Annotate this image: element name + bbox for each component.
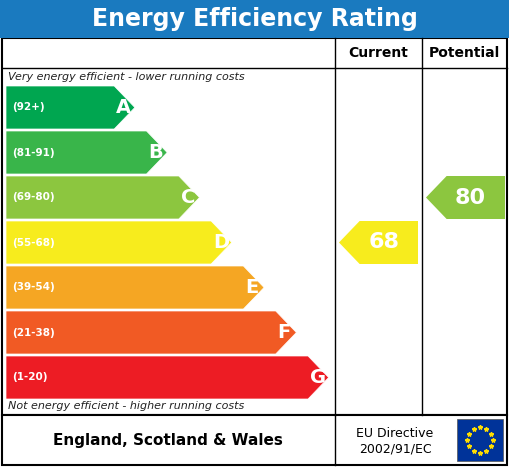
Text: (1-20): (1-20) bbox=[12, 373, 47, 382]
Text: 68: 68 bbox=[368, 233, 399, 253]
Text: 80: 80 bbox=[455, 187, 486, 207]
Text: C: C bbox=[181, 188, 195, 207]
Text: EU Directive
2002/91/EC: EU Directive 2002/91/EC bbox=[356, 427, 434, 455]
Text: B: B bbox=[149, 143, 163, 162]
Text: (21-38): (21-38) bbox=[12, 327, 55, 338]
Polygon shape bbox=[426, 176, 505, 219]
Bar bbox=[2, 415, 507, 465]
Text: G: G bbox=[310, 368, 326, 387]
Text: A: A bbox=[116, 98, 131, 117]
Polygon shape bbox=[6, 176, 200, 219]
Bar bbox=[457, 419, 503, 461]
Text: Current: Current bbox=[349, 46, 408, 60]
Bar bbox=[2, 38, 507, 415]
Text: Energy Efficiency Rating: Energy Efficiency Rating bbox=[92, 7, 417, 31]
Text: (81-91): (81-91) bbox=[12, 148, 54, 157]
Text: F: F bbox=[278, 323, 291, 342]
Polygon shape bbox=[6, 221, 232, 264]
Polygon shape bbox=[6, 86, 135, 129]
Bar bbox=[0, 0, 509, 38]
Text: Very energy efficient - lower running costs: Very energy efficient - lower running co… bbox=[8, 72, 245, 82]
Text: England, Scotland & Wales: England, Scotland & Wales bbox=[52, 433, 282, 448]
Polygon shape bbox=[6, 356, 329, 399]
Text: (55-68): (55-68) bbox=[12, 238, 55, 248]
Text: D: D bbox=[213, 233, 229, 252]
Text: (92+): (92+) bbox=[12, 102, 45, 113]
Text: (39-54): (39-54) bbox=[12, 283, 55, 292]
Polygon shape bbox=[6, 131, 167, 174]
Text: E: E bbox=[245, 278, 259, 297]
Polygon shape bbox=[339, 221, 418, 264]
Text: (69-80): (69-80) bbox=[12, 192, 54, 203]
Polygon shape bbox=[6, 266, 264, 309]
Text: Not energy efficient - higher running costs: Not energy efficient - higher running co… bbox=[8, 401, 244, 411]
Text: Potential: Potential bbox=[429, 46, 500, 60]
Polygon shape bbox=[6, 311, 296, 354]
